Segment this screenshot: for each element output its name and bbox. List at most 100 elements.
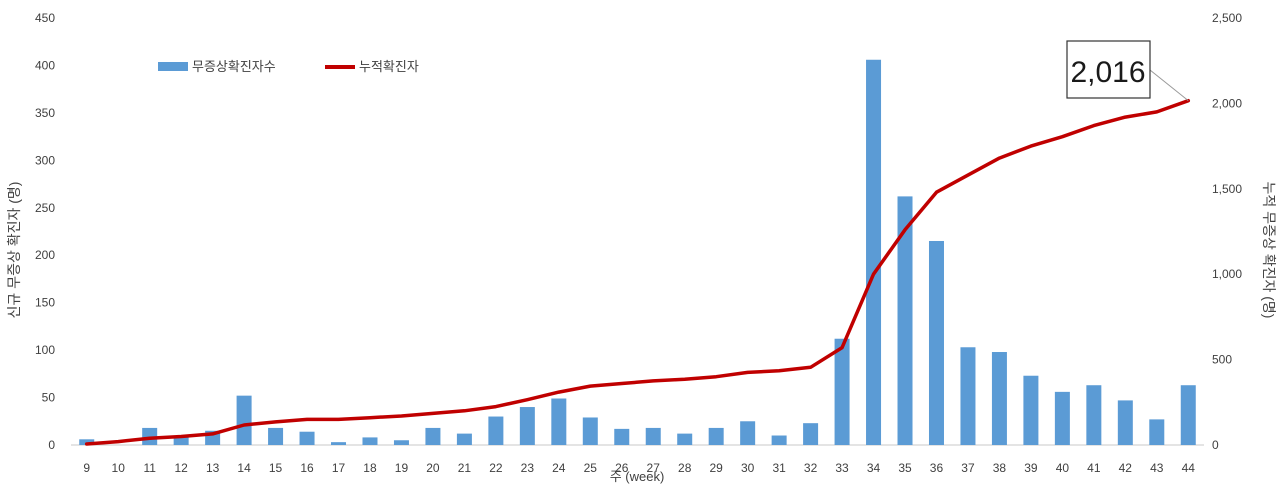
x-tick-label: 26: [615, 461, 629, 475]
bar: [897, 196, 913, 445]
bar: [614, 428, 630, 445]
legend-label-bar: 무증상확진자수: [192, 59, 276, 74]
x-tick-label: 17: [332, 461, 346, 475]
bar: [79, 439, 95, 445]
bar: [960, 347, 976, 445]
y-left-tick-label: 50: [42, 391, 56, 405]
x-tick-label: 12: [174, 461, 188, 475]
x-tick-label: 11: [143, 461, 156, 475]
bar: [551, 398, 567, 445]
x-tick-label: 20: [426, 461, 440, 475]
x-tick-label: 25: [584, 461, 598, 475]
y-right-tick-label: 0: [1212, 438, 1219, 452]
bar: [331, 442, 347, 445]
bar: [173, 435, 189, 445]
bar: [393, 440, 409, 445]
y-right-tick-label: 2,000: [1212, 96, 1242, 110]
y-left-tick-label: 300: [35, 153, 55, 167]
bar: [1054, 391, 1070, 445]
x-tick-label: 19: [395, 461, 409, 475]
bar: [1180, 385, 1196, 445]
x-tick-label: 10: [112, 461, 126, 475]
x-tick-label: 31: [772, 461, 786, 475]
left-axis-ticks: 0 50 100 150 200 250 300 350 400 450: [35, 11, 55, 452]
x-tick-label: 15: [269, 461, 283, 475]
bar: [1117, 400, 1133, 445]
x-tick-label: 41: [1087, 461, 1101, 475]
x-tick-label: 39: [1024, 461, 1038, 475]
callout-value: 2,016: [1070, 56, 1145, 89]
x-tick-label: 38: [993, 461, 1007, 475]
bar: [1149, 419, 1165, 445]
x-tick-label: 37: [961, 461, 975, 475]
x-tick-label: 13: [206, 461, 220, 475]
x-tick-label: 40: [1056, 461, 1070, 475]
x-tick-label: 42: [1119, 461, 1133, 475]
x-tick-label: 32: [804, 461, 818, 475]
bar: [645, 427, 661, 445]
x-axis-ticks: 9 10 11 12 13 14 15 16 17 18 19 20 21 22 23 24 25 26 27 28 2…: [83, 461, 1195, 475]
bar: [803, 423, 819, 445]
bar: [268, 427, 284, 445]
y-left-tick-label: 350: [35, 106, 55, 120]
bar: [425, 427, 441, 445]
x-tick-label: 30: [741, 461, 755, 475]
y-left-tick-label: 450: [35, 11, 55, 25]
right-axis-ticks: 0 500 1,000 1,500 2,000 2,500: [1212, 11, 1242, 452]
callout-box: [1066, 40, 1151, 99]
line-series: [84, 98, 1191, 446]
y-right-tick-label: 1,000: [1212, 267, 1242, 281]
bar: [488, 416, 504, 445]
bar: [456, 433, 472, 445]
bar: [362, 437, 378, 445]
cumulative-line: [84, 98, 1191, 446]
y-left-tick-label: 200: [35, 248, 55, 262]
bar-series: [79, 59, 1196, 446]
y-axis-right-title: 누적 무증상 확진자 (명): [1261, 182, 1277, 319]
x-tick-label: 35: [898, 461, 912, 475]
x-tick-label: 44: [1182, 461, 1196, 475]
bar: [677, 433, 693, 445]
x-tick-label: 29: [710, 461, 724, 475]
x-tick-label: 9: [83, 461, 90, 475]
x-tick-label: 18: [363, 461, 377, 475]
bar: [519, 407, 535, 445]
bar: [708, 427, 724, 445]
bar: [1023, 375, 1039, 445]
x-tick-label: 27: [647, 461, 661, 475]
annotation-callout: 2,016: [1066, 40, 1189, 102]
x-tick-label: 33: [835, 461, 849, 475]
y-axis-left-title: 신규 무증상 확진자 (명): [6, 182, 22, 319]
y-right-tick-label: 2,500: [1212, 11, 1242, 25]
y-left-tick-label: 150: [35, 296, 55, 310]
x-tick-label: 23: [521, 461, 535, 475]
bar: [740, 421, 756, 445]
legend: 무증상확진자수 누적확진자: [158, 59, 419, 74]
x-tick-label: 24: [552, 461, 566, 475]
bar: [866, 59, 882, 446]
x-tick-label: 21: [458, 461, 472, 475]
bar: [582, 417, 598, 445]
bar: [1086, 385, 1102, 445]
x-tick-label: 28: [678, 461, 692, 475]
x-axis-title: 주 (week): [610, 469, 665, 484]
bar: [991, 352, 1007, 445]
bar: [771, 435, 787, 445]
x-tick-label: 36: [930, 461, 944, 475]
bar: [236, 395, 252, 445]
y-right-tick-label: 1,500: [1212, 182, 1242, 196]
y-left-tick-label: 0: [48, 438, 55, 452]
y-left-tick-label: 250: [35, 201, 55, 215]
bar: [834, 338, 850, 445]
legend-label-line: 누적확진자: [359, 59, 419, 74]
bar: [928, 240, 944, 445]
callout-leader-line: [1149, 69, 1189, 102]
x-tick-label: 22: [489, 461, 503, 475]
y-left-tick-label: 100: [35, 343, 55, 357]
legend-swatch-bar: [158, 62, 188, 71]
y-left-tick-label: 400: [35, 58, 55, 72]
bar: [299, 431, 315, 445]
x-tick-label: 14: [237, 461, 251, 475]
x-tick-label: 43: [1150, 461, 1164, 475]
